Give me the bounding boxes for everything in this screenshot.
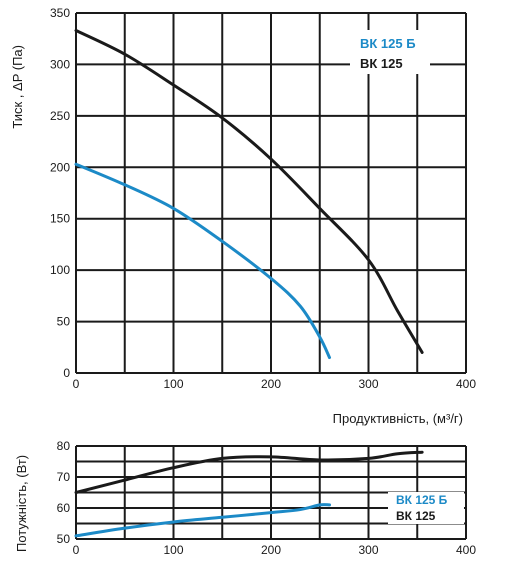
pressure-chart: 0 100 200 300 400 0 50 100 150 200 250 300 350 Тиск …: [10, 6, 476, 426]
power-x-tick-label: 400: [456, 543, 476, 557]
pressure-y-tick-label: 300: [50, 57, 70, 71]
power-x-tick-label: 300: [358, 543, 378, 557]
pressure-series-line-bk125: [74, 28, 424, 354]
pressure-y-axis-title: Тиск , ΔP (Па): [10, 45, 25, 129]
pressure-y-tick-label: 150: [50, 212, 70, 226]
power-y-tick-label: 50: [57, 532, 71, 546]
pressure-x-tick-label: 300: [358, 377, 378, 391]
pressure-ticks: 0 100 200 300 400 0 50 100 150 200 250 300 350: [50, 6, 476, 391]
pressure-x-axis-title: Продуктивність, (м³/г): [333, 411, 463, 426]
pressure-legend-blue: ВК 125 Б: [360, 36, 416, 51]
pressure-y-tick-label: 350: [50, 6, 70, 20]
power-series: [74, 450, 424, 538]
pressure-y-tick-label: 50: [57, 315, 71, 329]
power-chart: 0 100 200 300 400 50 60 70 80 Потужність, (Вт) В…: [14, 439, 476, 557]
pressure-x-tick-label: 0: [73, 377, 80, 391]
power-x-tick-label: 100: [163, 543, 183, 557]
power-x-tick-label: 200: [261, 543, 281, 557]
power-legend-box: [388, 492, 464, 524]
power-ticks: 0 100 200 300 400 50 60 70 80: [57, 439, 477, 557]
power-y-tick-label: 80: [57, 439, 71, 453]
power-y-axis-title: Потужність, (Вт): [14, 455, 29, 552]
power-legend-black: ВК 125: [396, 509, 436, 523]
pressure-series: [74, 28, 424, 360]
pressure-grid: [75, 12, 467, 374]
power-y-tick-label: 60: [57, 501, 71, 515]
pressure-y-tick-label: 250: [50, 109, 70, 123]
power-x-tick-label: 0: [73, 543, 80, 557]
pressure-x-tick-label: 400: [456, 377, 476, 391]
power-legend-blue: ВК 125 Б: [396, 493, 448, 507]
pressure-x-tick-label: 100: [163, 377, 183, 391]
pressure-y-tick-label: 0: [63, 366, 70, 380]
power-series-line-bk125: [74, 450, 424, 494]
pressure-series-line-bk125b: [74, 162, 331, 360]
pressure-legend-box: [350, 30, 430, 74]
pressure-y-tick-label: 200: [50, 160, 70, 174]
power-y-tick-label: 70: [57, 470, 71, 484]
pressure-legend-black: ВК 125: [360, 56, 403, 71]
pressure-y-tick-label: 100: [50, 263, 70, 277]
pressure-x-tick-label: 200: [261, 377, 281, 391]
power-series-line-bk125b: [74, 503, 331, 538]
